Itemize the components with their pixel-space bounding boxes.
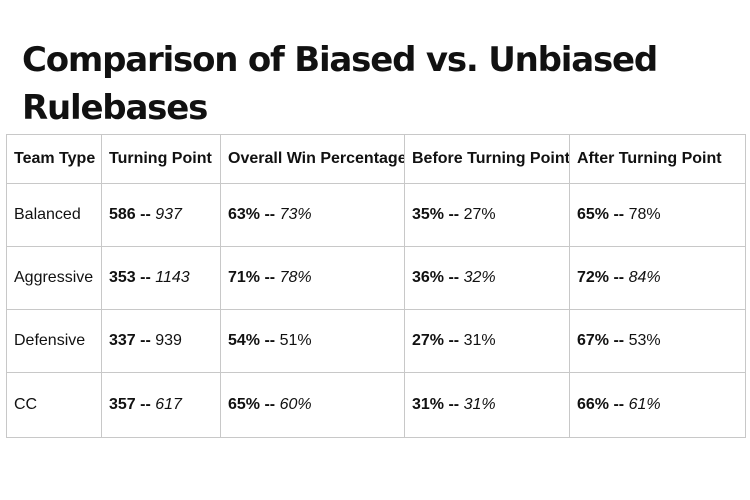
table-row: Aggressive 353 -- 1143 71% -- 78% 36% --… xyxy=(6,246,746,310)
table-header-row: Team Type Turning Point Overall Win Perc… xyxy=(6,134,746,184)
team-type-cell: Aggressive xyxy=(6,246,102,310)
separator: -- xyxy=(260,206,280,223)
value-cell: 65% -- 78% xyxy=(569,183,746,247)
unbiased-value: 78% xyxy=(279,269,312,286)
value-cell: 31% -- 31% xyxy=(404,372,570,438)
table-row: CC 357 -- 617 65% -- 60% 31% -- 31% 66% … xyxy=(6,372,746,438)
separator: -- xyxy=(135,269,156,286)
unbiased-value: 84% xyxy=(628,269,661,286)
value-cell: 66% -- 61% xyxy=(569,372,746,438)
biased-value: 357 xyxy=(109,396,136,413)
header-turning-point: Turning Point xyxy=(101,134,221,184)
unbiased-value: 78% xyxy=(628,206,661,223)
value-cell: 357 -- 617 xyxy=(101,372,221,438)
header-overall-win-percentage: Overall Win Percentage xyxy=(220,134,405,184)
value-cell: 67% -- 53% xyxy=(569,309,746,373)
unbiased-value: 31% xyxy=(463,396,496,413)
biased-value: 54% xyxy=(228,332,261,349)
biased-value: 31% xyxy=(412,396,445,413)
separator: -- xyxy=(609,332,629,349)
biased-value: 65% xyxy=(228,396,261,413)
biased-value: 65% xyxy=(577,206,610,223)
biased-value: 586 xyxy=(109,206,136,223)
unbiased-value: 617 xyxy=(155,396,182,413)
biased-value: 353 xyxy=(109,269,136,286)
value-cell: 36% -- 32% xyxy=(404,246,570,310)
table-row: Defensive 337 -- 939 54% -- 51% 27% -- 3… xyxy=(6,309,746,373)
separator: -- xyxy=(444,332,464,349)
separator: -- xyxy=(135,396,156,413)
separator: -- xyxy=(444,396,464,413)
value-cell: 337 -- 939 xyxy=(101,309,221,373)
separator: -- xyxy=(260,332,280,349)
separator: -- xyxy=(609,396,629,413)
biased-value: 27% xyxy=(412,332,445,349)
value-cell: 353 -- 1143 xyxy=(101,246,221,310)
unbiased-value: 60% xyxy=(279,396,312,413)
separator: -- xyxy=(609,206,629,223)
unbiased-value: 939 xyxy=(155,332,182,349)
value-cell: 27% -- 31% xyxy=(404,309,570,373)
unbiased-value: 53% xyxy=(628,332,661,349)
team-type-cell: Balanced xyxy=(6,183,102,247)
separator: -- xyxy=(135,332,156,349)
separator: -- xyxy=(444,206,464,223)
biased-value: 36% xyxy=(412,269,445,286)
header-team-type: Team Type xyxy=(6,134,102,184)
unbiased-value: 32% xyxy=(463,269,496,286)
unbiased-value: 61% xyxy=(628,396,661,413)
value-cell: 65% -- 60% xyxy=(220,372,405,438)
comparison-table: Team Type Turning Point Overall Win Perc… xyxy=(6,134,746,438)
value-cell: 35% -- 27% xyxy=(404,183,570,247)
separator: -- xyxy=(444,269,464,286)
unbiased-value: 1143 xyxy=(155,269,190,286)
biased-value: 337 xyxy=(109,332,136,349)
biased-value: 72% xyxy=(577,269,610,286)
team-type-cell: Defensive xyxy=(6,309,102,373)
biased-value: 71% xyxy=(228,269,261,286)
value-cell: 72% -- 84% xyxy=(569,246,746,310)
biased-value: 63% xyxy=(228,206,261,223)
slide-title: Comparison of Biased vs. Unbiased Ruleba… xyxy=(22,40,658,128)
unbiased-value: 73% xyxy=(279,206,312,223)
unbiased-value: 51% xyxy=(279,332,312,349)
separator: -- xyxy=(260,396,280,413)
value-cell: 63% -- 73% xyxy=(220,183,405,247)
biased-value: 35% xyxy=(412,206,445,223)
value-cell: 586 -- 937 xyxy=(101,183,221,247)
unbiased-value: 31% xyxy=(463,332,496,349)
value-cell: 54% -- 51% xyxy=(220,309,405,373)
header-after-turning-point: After Turning Point xyxy=(569,134,746,184)
team-type-cell: CC xyxy=(6,372,102,438)
separator: -- xyxy=(260,269,280,286)
separator: -- xyxy=(609,269,629,286)
unbiased-value: 27% xyxy=(463,206,496,223)
biased-value: 67% xyxy=(577,332,610,349)
unbiased-value: 937 xyxy=(155,206,182,223)
separator: -- xyxy=(135,206,156,223)
table-row: Balanced 586 -- 937 63% -- 73% 35% -- 27… xyxy=(6,183,746,247)
biased-value: 66% xyxy=(577,396,610,413)
value-cell: 71% -- 78% xyxy=(220,246,405,310)
header-before-turning-point: Before Turning Point xyxy=(404,134,570,184)
